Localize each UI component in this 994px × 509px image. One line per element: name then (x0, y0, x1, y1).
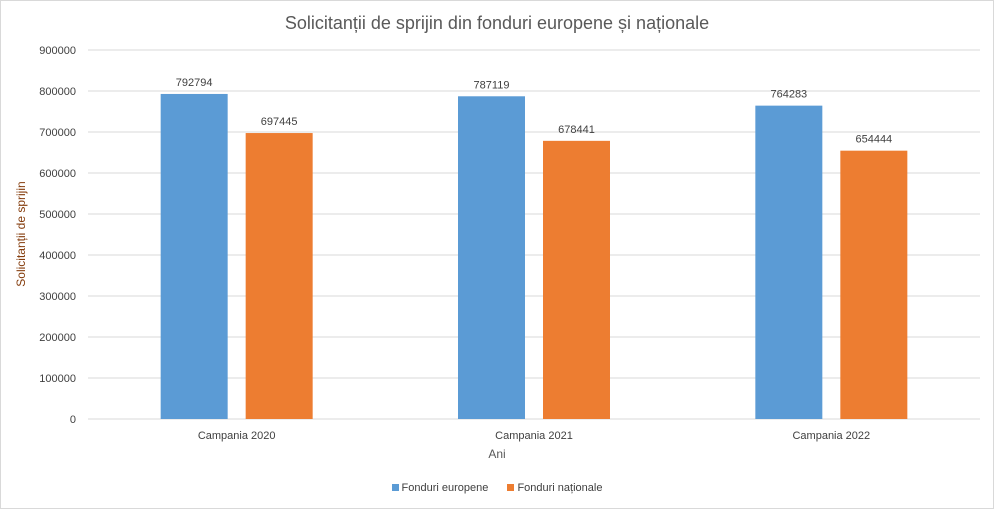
bar (458, 96, 525, 419)
y-tick-label: 700000 (39, 127, 76, 139)
legend-item-europene: Fonduri europene (391, 482, 489, 494)
bar (755, 105, 823, 419)
bar (245, 133, 313, 419)
bar (840, 150, 908, 419)
y-tick-label: 400000 (39, 250, 76, 262)
data-label: 787119 (474, 79, 510, 91)
legend: Fonduri europene Fonduri naționale (1, 482, 993, 494)
y-tick-label: 900000 (39, 45, 76, 57)
data-label: 764283 (770, 89, 807, 101)
legend-label: Fonduri europene (401, 482, 489, 494)
data-label: 792794 (176, 77, 213, 89)
legend-swatch (507, 484, 515, 491)
data-label: 654444 (855, 134, 892, 146)
y-tick-label: 0 (70, 414, 76, 426)
x-tick-label: Campania 2021 (495, 430, 573, 442)
y-tick-label: 800000 (39, 86, 76, 98)
bar (543, 140, 610, 420)
bar (160, 93, 228, 419)
data-label: 678441 (558, 124, 595, 136)
x-axis-label: Ani (488, 447, 506, 461)
legend-swatch (391, 484, 399, 491)
y-tick-label: 500000 (39, 209, 76, 221)
legend-item-nationale: Fonduri naționale (507, 482, 602, 494)
data-label: 697445 (261, 116, 298, 128)
legend-label: Fonduri naționale (517, 482, 603, 494)
x-tick-label: Campania 2020 (198, 430, 276, 442)
y-tick-label: 100000 (39, 373, 76, 385)
x-tick-label: Campania 2022 (792, 430, 870, 442)
chart-title: Solicitanții de sprijin din fonduri euro… (284, 13, 710, 33)
y-tick-label: 200000 (39, 332, 76, 344)
y-tick-label: 600000 (39, 168, 76, 180)
y-tick-label: 300000 (39, 291, 76, 303)
